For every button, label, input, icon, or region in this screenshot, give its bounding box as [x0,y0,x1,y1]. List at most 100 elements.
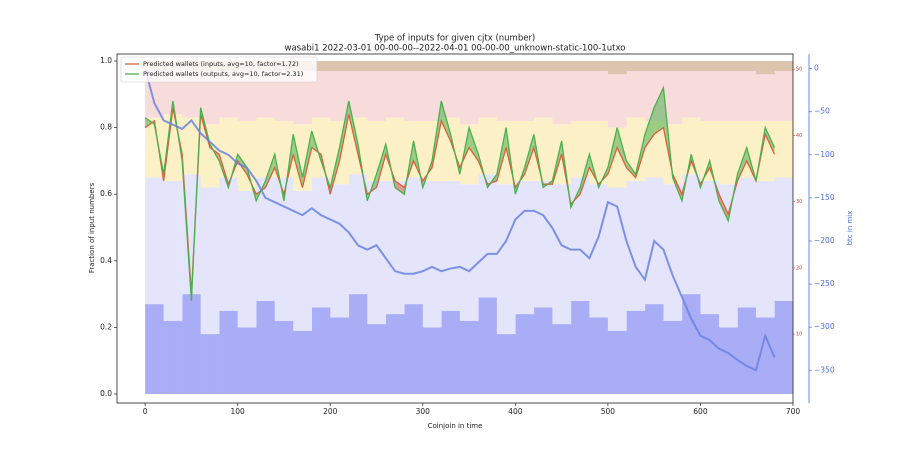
y2-tick-label: −300 [814,322,835,331]
stack-bar [441,60,461,71]
stack-bar [552,184,572,325]
stack-bar [570,60,590,71]
stack-bar [681,294,701,395]
stack-bar [237,327,257,395]
stack-bar [589,120,609,185]
stack-bar [385,117,405,181]
stack-bar [626,70,646,118]
stack-bar [330,60,350,71]
stack-bar [496,334,516,395]
stack-bar [441,310,461,395]
stack-bar [219,177,238,311]
stack-bar [552,324,572,395]
stack-bar [404,60,424,71]
stack-bar [145,177,164,305]
stack-bar [589,317,609,395]
stack-bar [404,304,424,395]
stack-bar [293,330,313,395]
stack-bar [348,60,368,71]
stack-bar [348,70,368,118]
stack-bar [163,180,183,321]
stack-bar [515,180,535,315]
btc-line [144,68,776,372]
chart-title: Type of inputs for given cjtx (number) [374,34,536,44]
stack-bar [274,177,294,321]
y-tick-label: 0.8 [100,123,112,132]
stack-bar [515,314,535,395]
fill-between [765,127,775,155]
stack-bar [330,70,350,121]
stack-bar [145,304,164,395]
stack-bar [200,70,220,125]
stack-bar [589,70,609,121]
y3-tick-label: 30 [796,199,802,205]
stack-bar [200,187,220,335]
y2-axis-label: btc in mix [846,211,854,246]
stack-bar [496,184,516,335]
stack-bar [182,70,201,118]
stack-bar [385,70,405,118]
fill-between [718,194,729,221]
stack-bar [311,60,331,71]
stack-bar [737,70,757,121]
x-tick-label: 400 [508,407,523,416]
stack-bar [533,70,553,118]
stack-bar [145,117,164,178]
stack-bar [478,60,498,71]
stack-bar [237,120,257,191]
y3-tick-label: 10 [796,332,802,338]
y2-tick-label: 0 [814,64,819,73]
stack-bar [681,117,701,175]
stack-bar [478,297,498,395]
stack-bar [256,117,276,178]
stack-bar [589,60,609,71]
stack-bar [311,117,331,178]
fill-between [237,154,247,175]
stack-bar [607,330,627,395]
x-tick-label: 0 [143,407,148,416]
stack-bar [663,70,683,125]
stack-bar [441,117,461,181]
stack-bar [219,310,238,395]
y-tick-label: 0.0 [100,389,112,398]
legend-label: Predicted wallets (outputs, avg=10, fact… [143,70,303,78]
stack-bar [737,177,757,308]
stack-bar [422,327,442,395]
x-tick-label: 300 [416,407,431,416]
stack-bar [367,180,387,325]
stack-bar [755,317,775,395]
stack-bar [404,177,424,305]
x-axis-label: Coinjoin in time [428,422,483,430]
stack-bar [200,124,220,188]
y2-tick-label: −250 [814,279,835,288]
stack-bar [774,177,794,301]
stack-bar [663,60,683,71]
stack-bar [533,307,553,395]
stack-bar [422,180,442,328]
plot-frame [116,53,794,404]
stack-bar [459,60,479,71]
legend-label: Predicted wallets (inputs, avg=10, facto… [143,60,299,68]
stack-bar [459,320,479,395]
stack-bar [700,314,720,395]
stack-bar [293,70,313,125]
stack-bar [348,294,368,395]
stack-bar [755,60,775,75]
stack-bar [607,74,627,128]
stack-bar [718,327,738,395]
stack-bar [700,180,720,315]
stack-bar [533,60,553,71]
stack-bar [515,60,535,71]
stack-bar [570,70,590,121]
fill-between [145,117,155,128]
stack-bar [644,304,664,395]
stack-bar [515,120,535,181]
y-tick-label: 0.2 [100,322,112,331]
stack-bar [533,180,553,308]
stack-bar [441,180,461,311]
stack-bar [552,60,572,71]
stack-bar [293,190,313,331]
stack-bar [626,60,646,71]
y2-tick-label: −150 [814,193,835,202]
